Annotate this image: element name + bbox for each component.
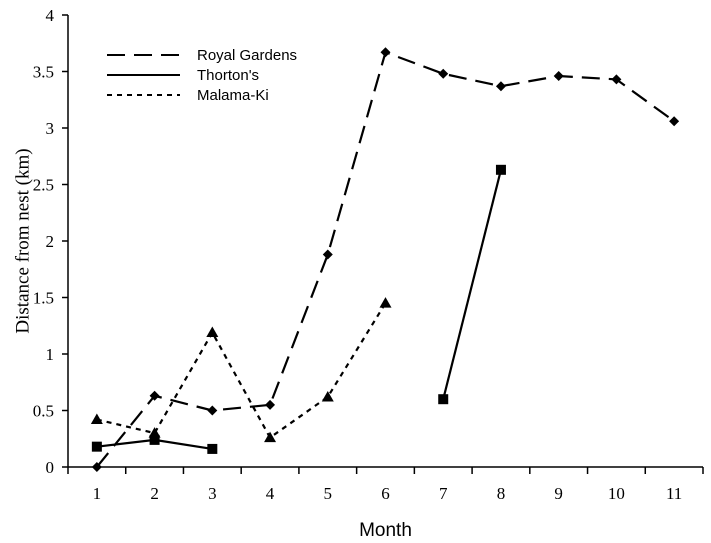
series-malama-ki bbox=[90, 297, 392, 443]
series-line bbox=[96, 50, 675, 468]
diamond-marker bbox=[495, 81, 506, 92]
series-thorton-s bbox=[91, 164, 506, 454]
square-marker bbox=[495, 164, 506, 175]
diamond-marker bbox=[611, 74, 622, 85]
y-tick-label: 0 bbox=[46, 458, 55, 477]
legend: Royal Gardens Thorton's Malama-Ki bbox=[107, 47, 297, 104]
x-tick-label: 8 bbox=[497, 484, 506, 503]
triangle-marker bbox=[90, 413, 103, 425]
y-axis-ticks: 0 0.5 1 1.5 2 2.5 3 3.5 4 bbox=[33, 6, 68, 477]
legend-label: Royal Gardens bbox=[197, 47, 297, 64]
x-tick-label: 1 bbox=[93, 484, 102, 503]
x-axis-ticks: 1 2 3 4 5 6 7 8 9 10 11 bbox=[67, 467, 704, 503]
diamond-marker bbox=[380, 47, 391, 58]
x-tick-label: 11 bbox=[666, 484, 682, 503]
x-tick-label: 9 bbox=[554, 484, 563, 503]
triangle-marker bbox=[264, 431, 277, 443]
diamond-marker bbox=[553, 71, 564, 82]
series-layer bbox=[90, 47, 680, 472]
y-tick-label: 1.5 bbox=[33, 289, 54, 308]
y-tick-label: 2.5 bbox=[33, 176, 54, 195]
square-marker bbox=[207, 443, 218, 454]
y-axis-title: Distance from nest (km) bbox=[12, 148, 33, 333]
square-marker bbox=[91, 441, 102, 452]
triangle-marker bbox=[148, 427, 161, 438]
diamond-marker bbox=[91, 462, 102, 472]
x-tick-label: 5 bbox=[324, 484, 333, 503]
diamond-marker bbox=[265, 399, 276, 410]
diamond-marker bbox=[149, 390, 160, 401]
square-marker bbox=[438, 394, 449, 405]
x-axis-title: Month bbox=[359, 520, 412, 541]
triangle-marker bbox=[379, 297, 392, 308]
x-tick-label: 6 bbox=[381, 484, 390, 503]
x-tick-label: 7 bbox=[439, 484, 448, 503]
axes bbox=[67, 15, 703, 468]
square-marker bbox=[149, 434, 160, 445]
series-royal-gardens bbox=[91, 47, 680, 472]
y-tick-label: 4 bbox=[46, 6, 55, 25]
triangle-marker bbox=[206, 326, 219, 338]
x-tick-label: 10 bbox=[608, 484, 625, 503]
x-tick-label: 4 bbox=[266, 484, 275, 503]
legend-label: Thorton's bbox=[197, 67, 259, 84]
diamond-marker bbox=[207, 405, 218, 416]
x-tick-label: 2 bbox=[150, 484, 159, 503]
legend-label: Malama-Ki bbox=[197, 87, 269, 104]
diamond-marker bbox=[438, 68, 449, 79]
triangle-marker bbox=[321, 390, 334, 402]
diamond-marker bbox=[322, 249, 333, 260]
diamond-marker bbox=[669, 116, 680, 127]
x-tick-label: 3 bbox=[208, 484, 217, 503]
series-line bbox=[96, 302, 387, 440]
y-tick-label: 3 bbox=[46, 119, 55, 138]
y-tick-label: 0.5 bbox=[33, 402, 54, 421]
y-tick-label: 1 bbox=[46, 345, 55, 364]
y-tick-label: 2 bbox=[46, 232, 55, 251]
series-line bbox=[442, 169, 503, 400]
y-tick-label: 3.5 bbox=[33, 63, 54, 82]
